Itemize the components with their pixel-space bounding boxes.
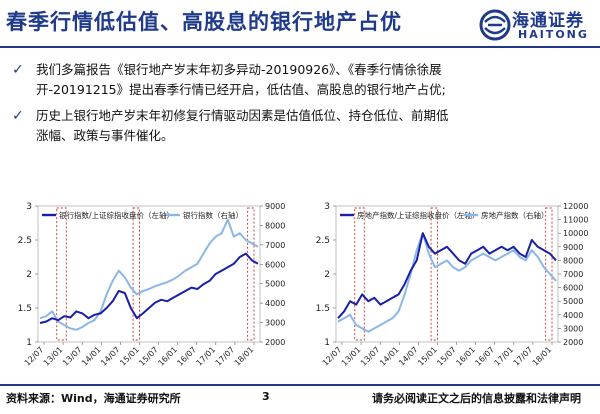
x-axis-tick-label: 14/01	[378, 345, 401, 368]
logo-text-en: HAITONG	[518, 28, 589, 41]
checkmark-icon: ✓	[12, 108, 24, 124]
legend-label: 房地产指数（右轴）	[481, 210, 549, 220]
x-axis-tick-label: 17/01	[195, 345, 218, 368]
right-axis-tick-label: 7000	[265, 241, 285, 250]
right-axis-tick-label: 5000	[265, 280, 285, 289]
x-axis-tick-label: 12/07	[23, 345, 46, 368]
right-axis-tick-label: 6000	[563, 284, 583, 293]
left-axis-tick-label: 1	[324, 338, 330, 348]
x-axis-tick-label: 15/07	[137, 345, 160, 368]
bullet-2-line-2: 涨幅、政策与事件催化。	[36, 128, 174, 143]
right-axis-tick-label: 4000	[265, 299, 285, 308]
x-axis-tick-label: 13/07	[359, 345, 382, 368]
x-axis-tick-label: 13/07	[61, 345, 84, 368]
disclaimer: 请务必阅读正文之后的信息披露和法律声明	[372, 392, 581, 405]
x-axis-tick-label: 13/01	[42, 345, 65, 368]
series-line-1	[337, 232, 557, 319]
haitong-logo-icon	[479, 9, 511, 41]
x-axis-tick-label: 15/01	[416, 345, 439, 368]
page-number: 3	[262, 390, 270, 403]
right-axis-tick-label: 12000	[563, 202, 588, 211]
left-axis-tick-label: 1.5	[316, 304, 330, 314]
x-axis-tick-label: 16/07	[473, 345, 496, 368]
series-line-2	[337, 232, 557, 333]
x-axis-tick-label: 16/07	[175, 345, 198, 368]
right-axis-tick-label: 10000	[563, 229, 588, 238]
bank-index-chart-svg: 1 1.5 2 2.5 3 2000 3000 4000 5000 6000 7000 8000 900…	[18, 202, 286, 368]
highlight-box	[247, 207, 255, 341]
series-line-1	[39, 252, 259, 324]
left-axis-tick-label: 2	[324, 270, 330, 280]
right-axis-tick-label: 2000	[265, 338, 285, 347]
left-axis-tick-label: 2.5	[18, 236, 32, 246]
plot-area	[335, 205, 559, 343]
property-index-chart: 1 1.5 2 2.5 3 2000 3000 4000 5000 6000 7000 8000 900…	[302, 196, 594, 386]
highlight-box	[56, 207, 67, 341]
right-axis-tick-label: 9000	[563, 243, 583, 252]
bank-index-chart: 1 1.5 2 2.5 3 2000 3000 4000 5000 6000 7000 8000 900…	[4, 196, 296, 386]
x-axis-tick-label: 15/01	[118, 345, 141, 368]
legend-label: 房地产指数/上证综指收盘价（左轴）	[357, 210, 480, 220]
plot-area	[37, 205, 261, 343]
series-line-2	[39, 218, 259, 331]
source-note: 资料来源：Wind，海通证券研究所	[6, 392, 181, 405]
right-axis-tick-label: 2000	[563, 338, 583, 347]
x-axis-tick-label: 16/01	[156, 345, 179, 368]
right-axis-tick-label: 9000	[265, 202, 285, 211]
left-axis-tick-label: 3	[324, 202, 330, 212]
highlight-box	[430, 207, 438, 341]
x-axis-tick-label: 12/07	[321, 345, 344, 368]
bullet-2-line-1: 历史上银行地产岁末年初修复行情驱动因素是估值低位、持仓低位、前期低	[36, 108, 449, 123]
x-axis-tick-label: 14/07	[99, 345, 122, 368]
left-axis-tick-label: 2.5	[316, 236, 330, 246]
property-index-chart-svg: 1 1.5 2 2.5 3 2000 3000 4000 5000 6000 7000 8000 900…	[316, 202, 589, 368]
header-rule	[0, 46, 600, 48]
highlight-box	[354, 207, 365, 341]
x-axis-tick-label: 16/01	[454, 345, 477, 368]
highlight-box	[545, 207, 553, 341]
right-axis-tick-label: 5000	[563, 297, 583, 306]
haitong-logo: 海通证券 HAITONG	[478, 4, 596, 50]
right-axis-tick-label: 11000	[563, 216, 588, 225]
x-axis-tick-label: 17/07	[214, 345, 237, 368]
right-axis-tick-label: 8000	[265, 221, 285, 230]
right-axis-tick-label: 8000	[563, 256, 583, 265]
x-axis-tick-label: 15/07	[435, 345, 458, 368]
left-axis-tick-label: 3	[26, 202, 32, 212]
checkmark-icon: ✓	[12, 62, 24, 78]
page-title: 春季行情低估值、高股息的银行地产占优	[6, 9, 402, 34]
left-axis-tick-label: 1	[26, 338, 32, 348]
right-axis-tick-label: 3000	[563, 324, 583, 333]
right-axis-tick-label: 7000	[563, 270, 583, 279]
x-axis-tick-label: 18/01	[531, 345, 554, 368]
bullet-1-line-2: 开-20191215》提出春季行情已经开启，低估值、高股息的银行地产占优;	[36, 82, 446, 97]
legend-label: 银行指数（右轴）	[183, 210, 243, 220]
right-axis-tick-label: 4000	[563, 311, 583, 320]
logo-text-cn: 海通证券	[512, 11, 584, 31]
x-axis-tick-label: 13/01	[340, 345, 363, 368]
footer-rule	[0, 384, 600, 386]
right-axis-tick-label: 6000	[265, 260, 285, 269]
x-axis-tick-label: 17/01	[493, 345, 516, 368]
x-axis-tick-label: 14/07	[397, 345, 420, 368]
highlight-box	[132, 207, 140, 341]
x-axis-tick-label: 18/01	[233, 345, 256, 368]
left-axis-tick-label: 1.5	[18, 304, 32, 314]
x-axis-tick-label: 14/01	[80, 345, 103, 368]
bullet-1-line-1: 我们多篇报告《银行地产岁末年初多异动-20190926》、《春季行情徐徐展	[36, 62, 442, 77]
left-axis-tick-label: 2	[26, 270, 32, 280]
legend-label: 银行指数/上证综指收盘价（左轴）	[59, 210, 174, 220]
right-axis-tick-label: 3000	[265, 319, 285, 328]
x-axis-tick-label: 17/07	[512, 345, 535, 368]
